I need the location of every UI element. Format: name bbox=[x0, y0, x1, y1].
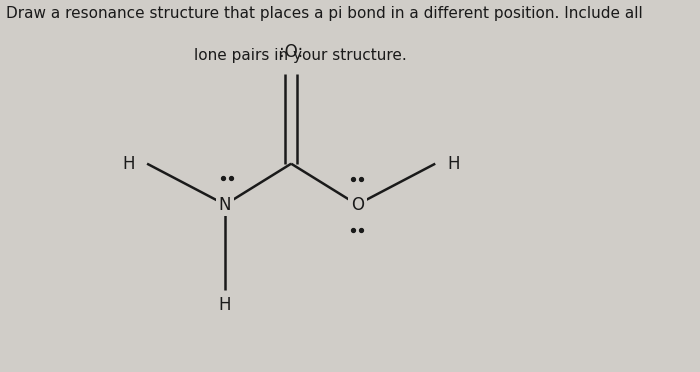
Text: lone pairs in your structure.: lone pairs in your structure. bbox=[194, 48, 407, 63]
Text: N: N bbox=[219, 196, 232, 214]
Text: H: H bbox=[447, 155, 459, 173]
Text: H: H bbox=[219, 296, 232, 314]
Text: O: O bbox=[351, 196, 364, 214]
Text: H: H bbox=[122, 155, 135, 173]
Text: Draw a resonance structure that places a pi bond in a different position. Includ: Draw a resonance structure that places a… bbox=[6, 6, 643, 20]
Text: :O:: :O: bbox=[279, 43, 303, 61]
